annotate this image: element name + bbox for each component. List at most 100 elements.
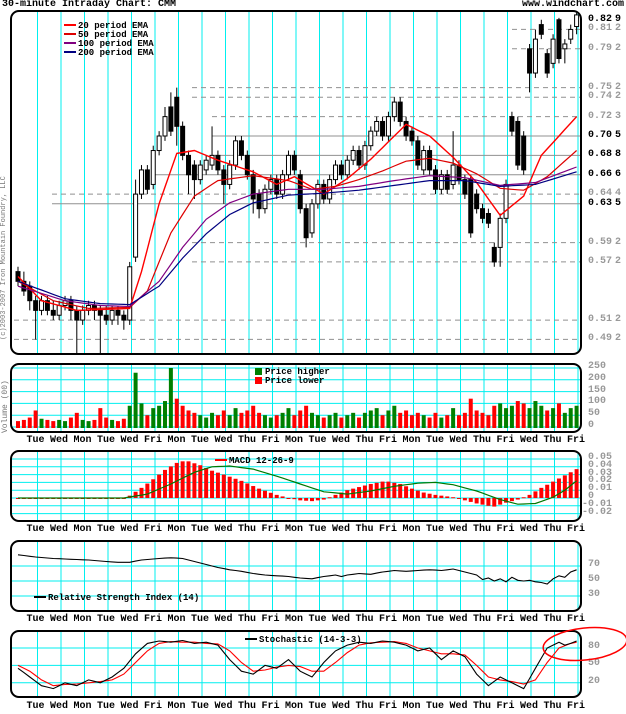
day-tick-label: Tue — [96, 701, 116, 712]
day-tick-label: Tue — [26, 524, 45, 535]
page-title: 30-minute Intraday Chart: CMM — [2, 0, 177, 10]
macd-histogram-bar — [151, 479, 156, 498]
volume-bar — [445, 415, 450, 428]
volume-bar — [210, 412, 215, 428]
day-tick-label: Fri — [261, 435, 280, 446]
axis-value-label: 70 — [588, 559, 601, 570]
rsi-chart — [12, 542, 580, 610]
macd-histogram-bar — [227, 476, 232, 498]
axis-value-label: 2 — [615, 255, 622, 267]
day-tick-label: Mon — [167, 435, 186, 446]
legend-item: 20 period EMA — [64, 22, 154, 31]
day-tick-label: Mon — [167, 524, 186, 535]
macd-histogram-bar — [204, 467, 209, 498]
volume-axis-vertical-label: Volume (00) — [1, 380, 10, 433]
volume-bar — [110, 419, 115, 428]
macd-histogram-bar — [310, 498, 314, 502]
macd-histogram-bar — [386, 481, 391, 498]
volume-bar — [115, 421, 120, 428]
legend-swatch-icon — [64, 33, 76, 35]
stochastic-panel: Stochastic (14-3-3) — [10, 630, 582, 698]
axis-value-label: 0.63 — [588, 197, 613, 209]
day-tick-label: Mon — [167, 614, 186, 625]
volume-bar — [527, 408, 532, 428]
stochastic-legend: Stochastic (14-3-3) — [245, 636, 362, 645]
volume-bar — [551, 408, 556, 428]
day-tick-label: Wed — [120, 614, 139, 625]
day-tick-label: Thu — [237, 524, 257, 535]
axis-value-label: 50 — [588, 574, 601, 585]
day-tick-label: Tue — [308, 614, 327, 625]
volume-bar — [409, 415, 414, 428]
macd-histogram-bar — [139, 487, 144, 498]
macd-histogram-bar — [145, 483, 150, 498]
axis-value-label: 0 — [588, 491, 595, 502]
day-tick-label: Wed — [120, 524, 139, 535]
day-tick-label: Fri — [143, 614, 163, 625]
macd-histogram-bar — [562, 475, 567, 498]
volume-bar — [421, 415, 426, 428]
macd-histogram-bar — [462, 498, 467, 501]
day-tick-label: Tue — [190, 524, 210, 535]
legend-swatch-icon — [255, 368, 262, 375]
volume-bar — [98, 408, 103, 428]
axis-value-label: 2 — [615, 81, 622, 93]
volume-bar — [221, 410, 226, 428]
volume-bar — [392, 405, 397, 428]
volume-bar — [121, 418, 126, 428]
axis-value-label: 2 — [615, 91, 622, 103]
macd-signal-line — [18, 465, 577, 505]
axis-value-label: -0.01 — [582, 498, 613, 510]
macd-histogram-bar — [168, 466, 173, 498]
legend-item: MACD 12-26-9 — [215, 457, 294, 466]
macd-histogram-bar — [192, 463, 197, 498]
title-bar: 30-minute Intraday Chart: CMM www.windch… — [0, 0, 626, 11]
volume-bar — [498, 403, 503, 428]
axis-value-label: 20 — [588, 675, 601, 687]
axis-value-label: 50 — [588, 658, 601, 670]
legend-item: 200 period EMA — [64, 49, 154, 58]
day-tick-label: Mon — [73, 701, 92, 712]
legend-label: Price higher — [265, 367, 330, 377]
macd-histogram-bar — [409, 488, 414, 498]
day-tick-label: Wed — [331, 435, 351, 446]
day-tick-label: Thu — [472, 524, 492, 535]
macd-histogram-bar — [221, 474, 226, 498]
day-tick-label: Fri — [496, 701, 515, 712]
volume-bar — [27, 417, 32, 428]
volume-bar — [480, 412, 485, 428]
macd-histogram-bar — [292, 498, 297, 500]
day-tick-label: Wed — [120, 701, 139, 712]
macd-panel: MACD 12-26-9 — [10, 450, 582, 522]
volume-bar — [310, 412, 314, 428]
day-tick-label: Thu — [472, 701, 492, 712]
stochastic-d-line — [17, 641, 577, 687]
volume-bar — [374, 408, 379, 428]
macd-histogram-bar — [551, 481, 556, 498]
volume-bar — [351, 412, 356, 428]
legend-label: 20 period EMA — [78, 21, 149, 31]
volume-bar — [339, 417, 344, 428]
volume-bar — [415, 412, 420, 428]
day-tick-label: Mon — [402, 701, 421, 712]
volume-bar — [192, 412, 197, 428]
legend-swatch-icon — [255, 377, 262, 384]
day-tick-label: Thu — [355, 701, 374, 712]
volume-bar — [556, 403, 561, 428]
macd-histogram-bar — [468, 498, 473, 502]
volume-bar — [504, 408, 509, 428]
legend-swatch-icon — [34, 596, 46, 598]
volume-bars-chart — [12, 365, 580, 431]
volume-bar — [163, 401, 167, 428]
day-tick-label: Mon — [73, 435, 92, 446]
day-tick-label: Fri — [496, 614, 515, 625]
axis-value-label: 0.51 — [588, 314, 613, 326]
legend-label: Stochastic (14-3-3) — [259, 635, 362, 645]
day-tick-label: Tue — [26, 435, 45, 446]
axis-value-label: 100 — [588, 396, 607, 408]
volume-bar — [21, 419, 26, 428]
macd-histogram-bar — [457, 498, 461, 499]
volume-bar — [457, 415, 461, 428]
axis-value-label: -0.02 — [582, 506, 613, 518]
volume-bar — [345, 415, 350, 428]
